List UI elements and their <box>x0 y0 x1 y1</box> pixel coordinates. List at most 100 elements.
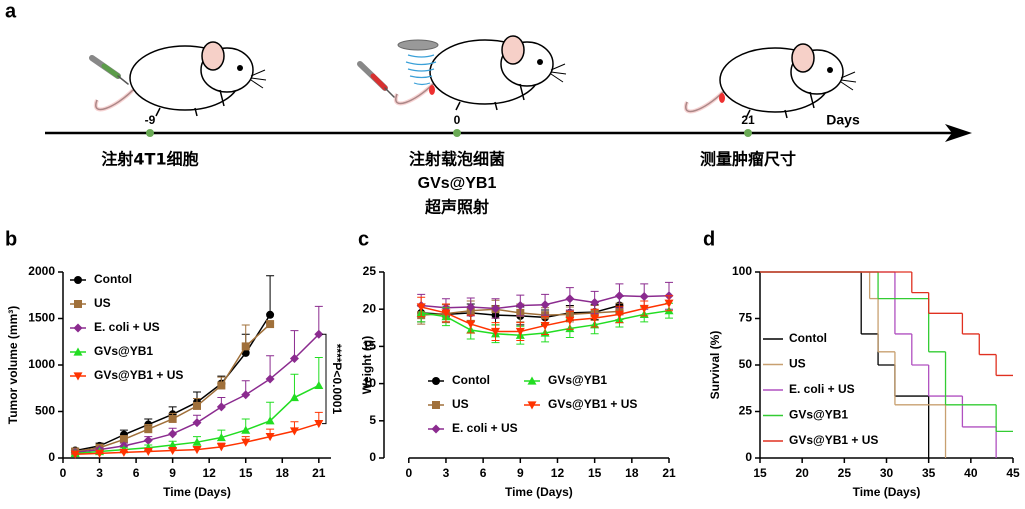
timeline-dot <box>146 129 154 137</box>
data-point <box>265 374 275 384</box>
data-point <box>168 440 178 449</box>
step-label: 测量肿瘤尺寸 <box>700 150 796 169</box>
panel-label: b <box>5 228 17 250</box>
data-point <box>466 302 476 312</box>
data-point <box>614 291 624 301</box>
error-bar <box>266 275 275 315</box>
y-tick-label: 500 <box>35 404 55 418</box>
panel-label: a <box>5 0 17 22</box>
x-tick-label: 20 <box>795 466 809 480</box>
data-point <box>70 450 80 459</box>
mouse-illustration <box>683 42 858 120</box>
data-point <box>289 427 299 436</box>
legend-marker <box>527 401 537 410</box>
panel-label: c <box>358 228 369 250</box>
y-tick-label: 0 <box>745 450 752 464</box>
x-tick-label: 18 <box>276 466 290 480</box>
timeline-tick-label: 21 <box>741 113 755 127</box>
legend-marker <box>74 276 82 284</box>
data-point <box>143 447 153 456</box>
data-point <box>144 425 153 434</box>
y-tick-label: 50 <box>739 357 753 371</box>
data-point <box>664 299 674 308</box>
x-tick-label: 15 <box>239 466 253 480</box>
data-point <box>119 448 129 457</box>
data-point <box>192 418 202 428</box>
legend-label: E. coli + US <box>94 320 160 334</box>
tumor-mark <box>719 93 725 103</box>
legend-label: GVs@YB1 + US <box>94 368 183 382</box>
y-tick-label: 25 <box>363 264 377 278</box>
significance-bracket <box>322 333 327 425</box>
significance-label: ****P<0.0001 <box>330 344 344 415</box>
legend-label: Contol <box>789 331 827 345</box>
data-point <box>168 429 178 439</box>
timeline-unit: Days <box>826 112 860 128</box>
data-point <box>266 320 275 329</box>
data-point <box>241 342 250 351</box>
y-tick-label: 10 <box>363 376 377 390</box>
x-tick-label: 15 <box>588 466 602 480</box>
x-axis-label: Time (Days) <box>505 485 573 499</box>
error-bar <box>314 357 323 386</box>
legend-marker <box>73 372 83 381</box>
legend-marker <box>73 347 83 356</box>
error-bar <box>314 305 323 335</box>
x-tick-label: 18 <box>625 466 639 480</box>
data-point <box>216 433 226 442</box>
data-point <box>143 435 153 445</box>
legend-marker <box>432 377 440 385</box>
y-tick-label: 75 <box>739 311 753 325</box>
x-tick-label: 35 <box>922 466 936 480</box>
panel-label: d <box>703 228 715 250</box>
data-point <box>540 300 550 310</box>
data-point <box>565 316 575 325</box>
y-tick-label: 2000 <box>28 264 55 278</box>
data-point <box>217 381 226 390</box>
data-point <box>314 419 324 429</box>
step-label: GVs@YB1 <box>418 175 497 192</box>
legend-marker <box>527 376 537 385</box>
timeline-tick-label: 0 <box>454 113 461 127</box>
syringe <box>89 55 129 85</box>
data-point <box>590 298 600 308</box>
data-point <box>639 304 649 313</box>
data-point <box>639 292 649 302</box>
y-tick-label: 25 <box>739 404 753 418</box>
data-point <box>95 449 105 458</box>
legend-marker <box>431 424 441 434</box>
data-point <box>216 443 226 452</box>
step-label: 超声照射 <box>424 198 489 217</box>
x-tick-label: 3 <box>96 466 103 480</box>
step-label: 注射载泡细菌 <box>409 150 505 169</box>
y-axis-label: Weight (g) <box>360 336 374 394</box>
legend-marker <box>74 300 82 308</box>
x-axis-label: Time (Days) <box>163 485 231 499</box>
x-tick-label: 30 <box>880 466 894 480</box>
x-tick-label: 40 <box>964 466 978 480</box>
timeline-dot <box>744 129 752 137</box>
x-tick-label: 0 <box>405 466 412 480</box>
data-point <box>168 446 178 456</box>
data-point <box>314 380 324 390</box>
legend-label: Contol <box>452 373 490 387</box>
x-axis-label: Time (Days) <box>853 485 921 499</box>
data-point <box>241 390 251 400</box>
data-point <box>289 353 299 363</box>
data-point <box>216 402 226 412</box>
data-point <box>193 401 201 410</box>
legend-label: E. coli + US <box>452 421 518 435</box>
timeline-arrowhead <box>945 124 972 142</box>
legend-label: E. coli + US <box>789 382 855 396</box>
x-tick-label: 9 <box>169 466 176 480</box>
legend-label: GVs@YB1 <box>548 373 607 387</box>
data-point <box>266 310 275 319</box>
data-point <box>590 314 600 323</box>
data-point <box>314 329 324 339</box>
data-point <box>168 414 177 423</box>
x-tick-label: 21 <box>662 466 676 480</box>
x-tick-label: 9 <box>517 466 524 480</box>
data-point <box>466 320 476 329</box>
